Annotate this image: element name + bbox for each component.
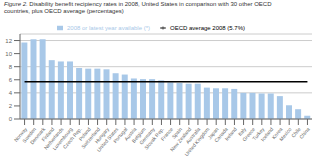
svg-text:Turkey: Turkey bbox=[251, 126, 266, 142]
svg-text:Norway: Norway bbox=[12, 126, 28, 143]
svg-text:Spain: Spain bbox=[170, 126, 184, 140]
svg-text:Belgium: Belgium bbox=[130, 126, 147, 144]
svg-text:Luxembourg: Luxembourg bbox=[51, 126, 74, 152]
html-text:2008 or latest year available: 2008 or latest year available (*) bbox=[67, 25, 150, 31]
svg-text:12: 12 bbox=[8, 38, 13, 44]
html-text:Figure 2. Disability benefit r: Figure 2. Disability benefit recipiency … bbox=[4, 1, 272, 14]
svg-text:Greece: Greece bbox=[241, 126, 257, 143]
svg-text:Canada: Canada bbox=[212, 126, 229, 144]
svg-text:China: China bbox=[298, 126, 310, 140]
svg-text:0: 0 bbox=[9, 116, 13, 122]
svg-text:Finland: Finland bbox=[40, 126, 56, 143]
svg-text:Czech Rep.: Czech Rep. bbox=[61, 126, 83, 150]
svg-text:Iceland: Iceland bbox=[259, 126, 275, 143]
svg-text:New Zealand: New Zealand bbox=[168, 126, 193, 153]
svg-text:Portugal: Portugal bbox=[111, 126, 129, 145]
svg-text:France: France bbox=[159, 126, 174, 142]
svg-text:Hungary: Hungary bbox=[93, 126, 111, 145]
svg-text:Poland: Poland bbox=[77, 126, 92, 142]
svg-text:Italy: Italy bbox=[236, 126, 247, 137]
svg-text:6: 6 bbox=[9, 77, 13, 83]
svg-text:Sweden: Sweden bbox=[21, 126, 38, 144]
svg-text:Austria: Austria bbox=[122, 126, 138, 142]
svg-text:4: 4 bbox=[9, 90, 13, 96]
html-text:OECD average 2008 (5.7%): OECD average 2008 (5.7%) bbox=[170, 25, 245, 31]
svg-text:United Kingdom: United Kingdom bbox=[183, 126, 210, 157]
svg-text:Korea: Korea bbox=[270, 126, 284, 141]
svg-text:Germany: Germany bbox=[138, 126, 156, 146]
svg-text:Switzerland: Switzerland bbox=[79, 126, 101, 150]
svg-text:Denmark: Denmark bbox=[28, 126, 47, 146]
svg-text:Netherlands: Netherlands bbox=[42, 126, 65, 151]
svg-text:Japan: Japan bbox=[206, 126, 220, 141]
svg-text:8: 8 bbox=[9, 64, 13, 70]
svg-text:10: 10 bbox=[8, 51, 13, 57]
svg-text:United States: United States bbox=[95, 126, 120, 153]
svg-text:2: 2 bbox=[9, 103, 13, 109]
svg-text:Ireland: Ireland bbox=[223, 126, 238, 142]
svg-text:Chile: Chile bbox=[289, 126, 302, 139]
svg-text:Australia: Australia bbox=[184, 126, 202, 145]
svg-text:Mexico: Mexico bbox=[277, 126, 293, 143]
svg-text:Slovak Rep.: Slovak Rep. bbox=[143, 126, 165, 151]
